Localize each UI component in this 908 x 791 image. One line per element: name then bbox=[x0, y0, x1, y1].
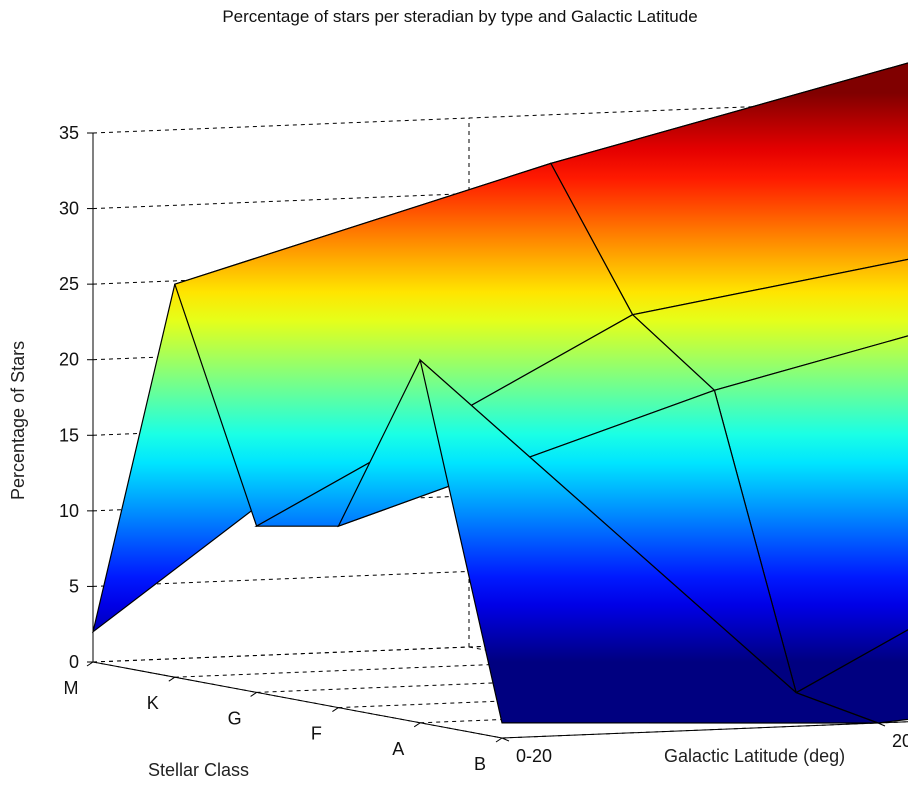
x-tick-mark bbox=[413, 722, 421, 728]
x-tick-label: M bbox=[64, 678, 79, 698]
z-tick-label: 5 bbox=[69, 576, 79, 596]
x-tick-label: K bbox=[147, 693, 159, 713]
y-tick-label: 0-20 bbox=[516, 746, 552, 766]
z-tick-label: 15 bbox=[59, 425, 79, 445]
z-tick-label: 30 bbox=[59, 199, 79, 219]
z-axis-label: Percentage of Stars bbox=[8, 341, 28, 500]
y-tick-mark bbox=[501, 737, 510, 742]
x-tick-label: F bbox=[311, 724, 322, 744]
z-tick-label: 0 bbox=[69, 652, 79, 672]
x-axis-line bbox=[92, 661, 503, 739]
x-tick-mark bbox=[86, 661, 94, 667]
y-tick-mark bbox=[877, 722, 886, 727]
left-wall-grid-line bbox=[92, 102, 846, 134]
surface-patch bbox=[419, 358, 879, 724]
surface bbox=[92, 62, 908, 724]
y-tick-label: 20-40 bbox=[892, 731, 908, 751]
z-tick-label: 35 bbox=[59, 123, 79, 143]
x-tick-mark bbox=[250, 691, 257, 697]
x-tick-mark bbox=[495, 737, 503, 743]
x-tick-label: B bbox=[474, 754, 486, 774]
z-tick-label: 25 bbox=[59, 274, 79, 294]
z-tick-label: 10 bbox=[59, 501, 79, 521]
x-tick-label: G bbox=[228, 708, 242, 728]
x-axis-label: Stellar Class bbox=[148, 760, 249, 780]
x-tick-label: A bbox=[392, 739, 404, 759]
x-tick-mark bbox=[332, 707, 339, 713]
x-tick-mark bbox=[168, 676, 176, 682]
chart-title: Percentage of stars per steradian by typ… bbox=[222, 7, 697, 26]
y-axis-label: Galactic Latitude (deg) bbox=[664, 746, 845, 766]
z-tick-label: 20 bbox=[59, 350, 79, 370]
